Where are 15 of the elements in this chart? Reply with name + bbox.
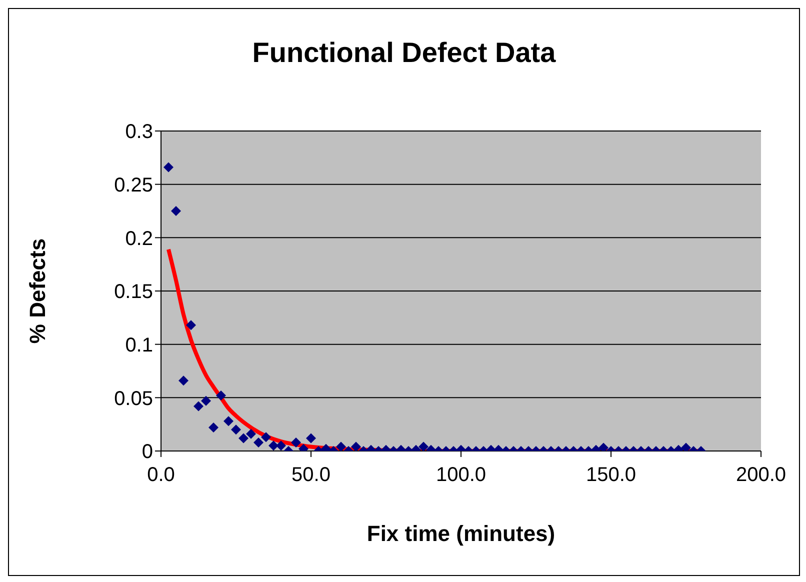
x-tick-label: 200.0 bbox=[736, 464, 786, 486]
x-tick-label: 150.0 bbox=[586, 464, 636, 486]
x-axis-title: Fix time (minutes) bbox=[366, 521, 556, 546]
chart-title: Functional Defect Data bbox=[251, 37, 557, 69]
y-tick-label: 0.25 bbox=[114, 174, 153, 196]
x-tick-label: 100.0 bbox=[436, 464, 486, 486]
x-tick-label: 0.0 bbox=[147, 464, 175, 486]
y-axis-title: % Defects bbox=[24, 238, 50, 344]
y-tick-label: 0.1 bbox=[125, 334, 153, 356]
x-tick-label: 50.0 bbox=[292, 464, 330, 486]
y-tick-label: 0.05 bbox=[114, 388, 153, 410]
y-tick-label: 0.15 bbox=[114, 281, 153, 304]
y-tick-label: 0 bbox=[142, 441, 153, 464]
y-tick-label: 0.3 bbox=[125, 121, 153, 144]
y-tick-label: 0.2 bbox=[125, 228, 153, 250]
